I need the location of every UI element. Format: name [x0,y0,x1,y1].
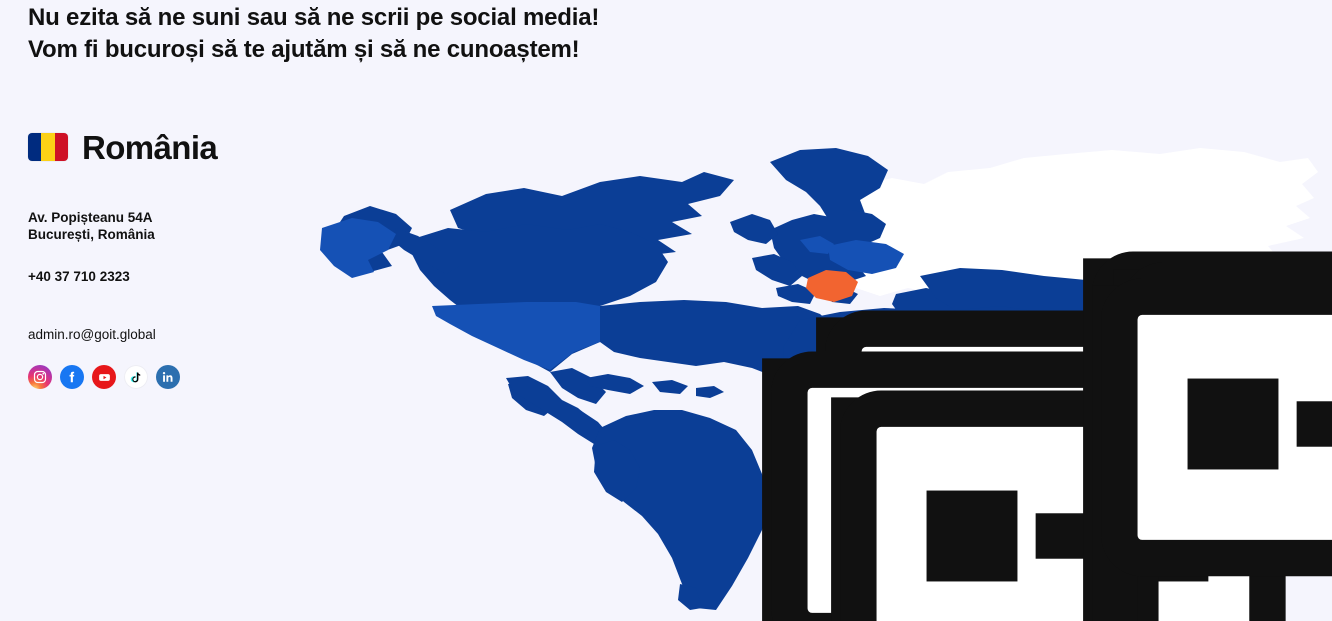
contact-block: România Av. Popișteanu 54A București, Ro… [28,124,278,389]
address-line-2: București, România [28,227,155,242]
headline-line-2: Vom fi bucuroși să te ajutăm și să ne cu… [28,36,580,63]
world-map[interactable]: 404 [300,110,1332,621]
map-region-romania-selected[interactable] [806,270,858,302]
map-region-greenland [770,148,888,228]
phone-link[interactable]: +40 37 710 2323 [28,269,130,284]
facebook-icon[interactable] [60,365,84,389]
marker-philippines[interactable] [1083,368,1332,621]
map-region-united-states [320,218,600,370]
social-links [28,365,278,389]
tiktok-icon[interactable] [124,365,148,389]
headline-line-1: Nu ezita să ne suni sau să ne scrii pe s… [28,4,600,31]
romania-flag-icon [28,133,68,161]
marker-romania[interactable] [823,274,1332,621]
youtube-icon[interactable] [92,365,116,389]
page-headline: Nu ezita să ne suni sau să ne scrii pe s… [28,2,728,66]
instagram-icon[interactable] [28,365,52,389]
map-marker-layer [300,110,1332,621]
address-line-1: Av. Popișteanu 54A [28,210,153,225]
map-region-south-america [592,410,770,610]
map-region-eastern-europe [800,236,904,274]
country-heading: România [28,124,278,170]
linkedin-icon[interactable] [156,365,180,389]
email-link[interactable]: admin.ro@goit.global [28,327,156,342]
country-name: România [82,128,218,166]
map-region-central-america [506,374,724,444]
office-address: Av. Popișteanu 54A București, România [28,209,278,243]
